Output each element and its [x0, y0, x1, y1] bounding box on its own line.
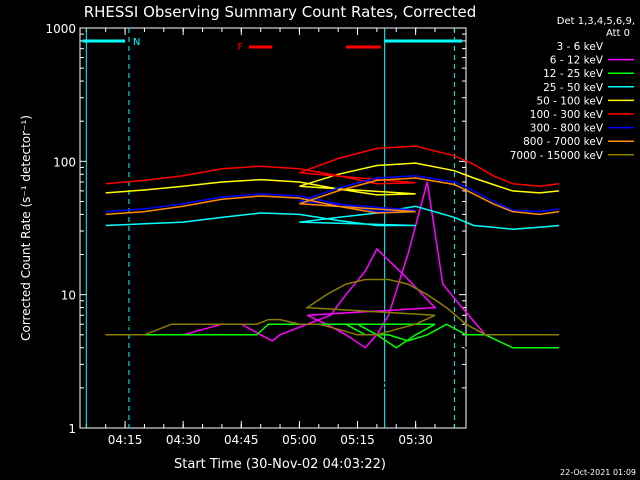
- legend-entry-label: 12 - 25 keV: [543, 68, 604, 80]
- legend-entry-label: 7000 - 15000 keV: [510, 150, 604, 162]
- x-tick-label: 05:00: [282, 433, 317, 447]
- series-line: [105, 205, 560, 230]
- legend-entry-label: 50 - 100 keV: [536, 95, 603, 107]
- y-tick-label: 100: [53, 155, 76, 169]
- series-line: [105, 306, 559, 389]
- x-tick-label: 05:15: [340, 433, 375, 447]
- series-line: [105, 174, 560, 213]
- series-line: [105, 323, 559, 349]
- footer-timestamp: 22-Oct-2021 01:09: [560, 468, 636, 477]
- plot-frame: [79, 27, 467, 429]
- series-line: [105, 162, 560, 196]
- series-line: [105, 145, 560, 188]
- x-tick-label: 05:30: [398, 433, 433, 447]
- legend-entry-label: 800 - 7000 keV: [523, 136, 604, 148]
- legend-header: Att 0: [606, 28, 630, 39]
- legend-entry-label: 6 - 12 keV: [550, 55, 604, 67]
- legend-header: Det 1,3,4,5,6,9,: [557, 16, 635, 27]
- series-line: [105, 278, 559, 336]
- legend-entry-label: 25 - 50 keV: [543, 82, 604, 94]
- legend-entry-label: 100 - 300 keV: [530, 109, 604, 121]
- legend-entry-label: 300 - 800 keV: [530, 123, 604, 135]
- chart-title: RHESSI Observing Summary Count Rates, Co…: [84, 3, 477, 21]
- x-tick-label: 04:45: [224, 433, 259, 447]
- night-marker-label: N: [133, 37, 140, 48]
- y-tick-label: 1000: [45, 22, 76, 36]
- x-axis-label: Start Time (30-Nov-02 04:03:22): [174, 457, 386, 472]
- x-tick-label: 04:30: [166, 433, 201, 447]
- y-tick-label: 10: [61, 289, 76, 303]
- y-axis-label: Corrected Count Rate (s⁻¹ detector⁻¹): [19, 115, 33, 341]
- y-tick-label: 1: [68, 422, 76, 436]
- legend-entry-label: 3 - 6 keV: [556, 41, 603, 53]
- flare-marker-label: F: [237, 42, 243, 53]
- x-tick-label: 04:15: [108, 433, 143, 447]
- series-line: [105, 177, 560, 216]
